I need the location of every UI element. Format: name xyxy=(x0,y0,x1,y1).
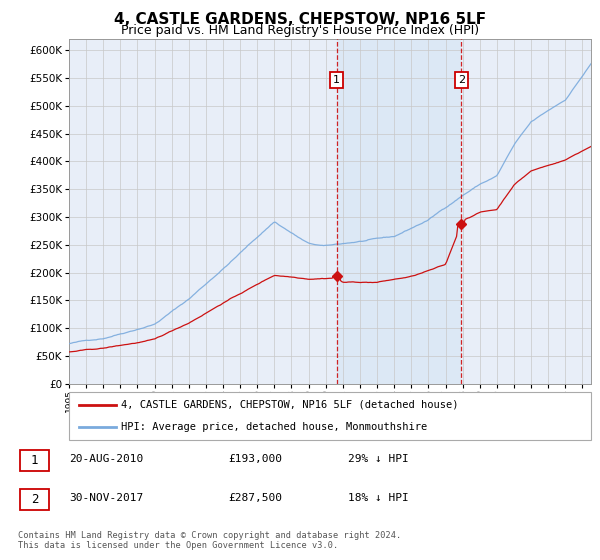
Text: HPI: Average price, detached house, Monmouthshire: HPI: Average price, detached house, Monm… xyxy=(121,422,427,432)
Text: 20-AUG-2010: 20-AUG-2010 xyxy=(69,454,143,464)
Text: 4, CASTLE GARDENS, CHEPSTOW, NP16 5LF (detached house): 4, CASTLE GARDENS, CHEPSTOW, NP16 5LF (d… xyxy=(121,400,459,410)
Text: 1: 1 xyxy=(333,74,340,85)
Text: 2: 2 xyxy=(31,493,38,506)
Text: £193,000: £193,000 xyxy=(228,454,282,464)
Text: 30-NOV-2017: 30-NOV-2017 xyxy=(69,493,143,503)
Bar xyxy=(337,39,461,384)
Text: Contains HM Land Registry data © Crown copyright and database right 2024.
This d: Contains HM Land Registry data © Crown c… xyxy=(18,531,401,550)
Text: £287,500: £287,500 xyxy=(228,493,282,503)
Text: 4, CASTLE GARDENS, CHEPSTOW, NP16 5LF: 4, CASTLE GARDENS, CHEPSTOW, NP16 5LF xyxy=(114,12,486,27)
Text: 1: 1 xyxy=(31,454,38,467)
Text: Price paid vs. HM Land Registry's House Price Index (HPI): Price paid vs. HM Land Registry's House … xyxy=(121,24,479,36)
Text: 18% ↓ HPI: 18% ↓ HPI xyxy=(348,493,409,503)
Text: 29% ↓ HPI: 29% ↓ HPI xyxy=(348,454,409,464)
Text: 2: 2 xyxy=(458,74,465,85)
